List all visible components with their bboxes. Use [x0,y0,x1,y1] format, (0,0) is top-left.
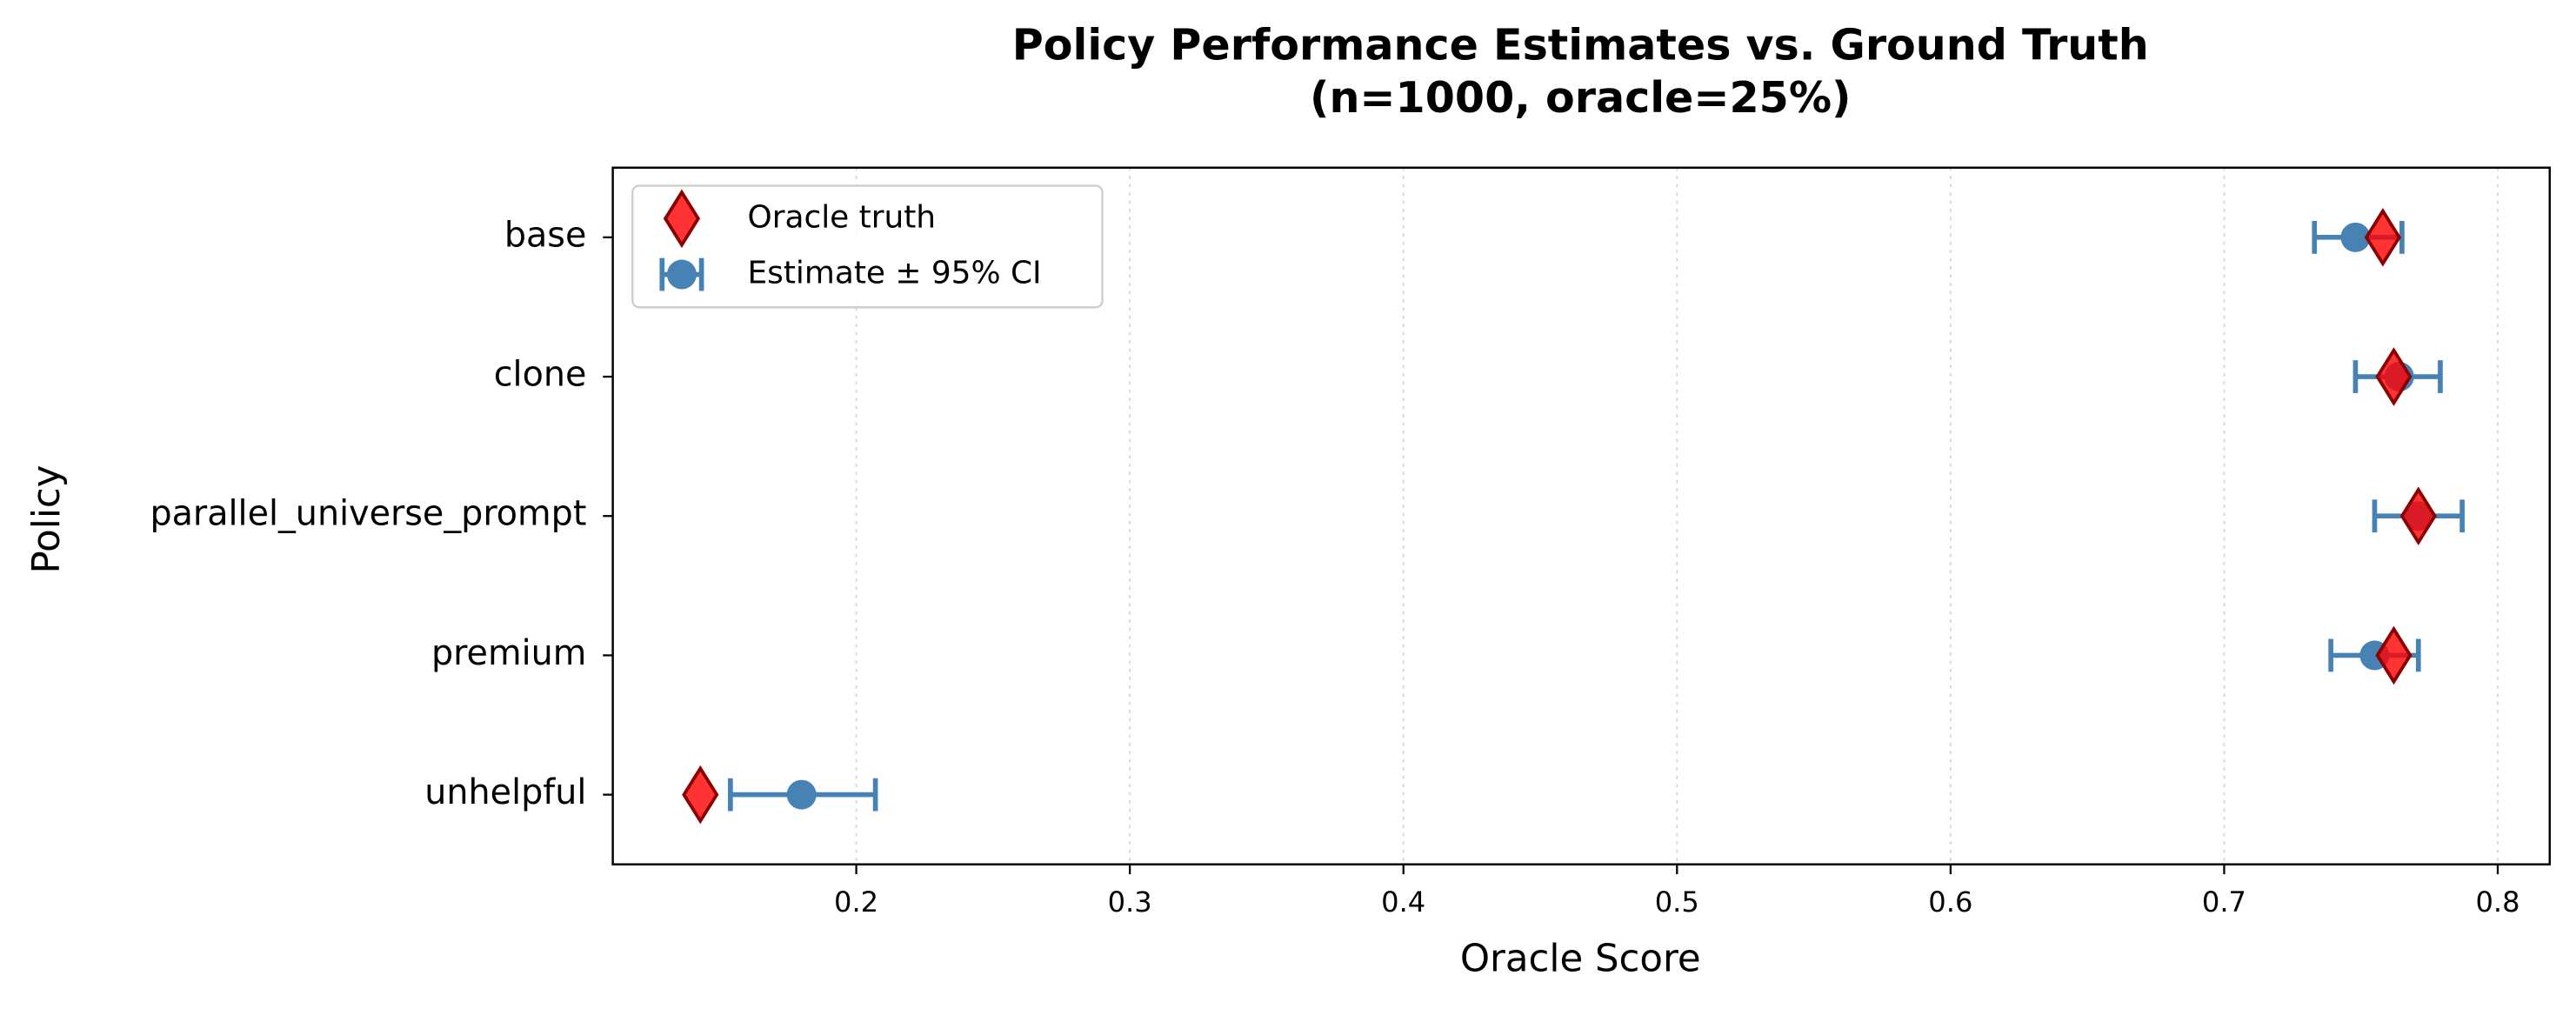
legend-label: Oracle truth [748,199,937,235]
truth-marker [2364,208,2402,267]
x-tick-label: 0.7 [2202,885,2246,919]
x-tick-label: 0.5 [1655,885,1699,919]
truth-marker [2375,625,2412,685]
legend-box [631,184,1104,309]
estimate-marker [2340,222,2371,252]
y-tick-label: clone [494,355,587,395]
x-tick-label: 0.4 [1381,885,1425,919]
x-tick-label: 0.8 [2475,885,2519,919]
y-axis-label: Policy [25,465,69,574]
y-tick-label: base [504,215,587,255]
estimate-marker [786,779,817,810]
y-tick-label: parallel_universe_prompt [150,494,586,534]
chart-title: Policy Performance Estimates vs. Ground … [1012,19,2149,70]
x-tick-label: 0.3 [1108,885,1152,919]
legend-marker [666,259,697,290]
y-tick-label: premium [431,633,586,673]
x-axis-label: Oracle Score [1460,938,1701,981]
truth-marker [2399,486,2437,546]
x-tick-label: 0.6 [1928,885,1972,919]
truth-marker [2375,347,2412,406]
legend-label: Estimate ± 95% CI [748,256,1042,291]
truth-marker [682,765,719,825]
legend-marker [663,189,701,249]
chart-subtitle: (n=1000, oracle=25%) [1310,72,1851,123]
plot-frame [611,166,2552,865]
y-tick-label: unhelpful [424,772,586,812]
x-tick-label: 0.2 [834,885,878,919]
